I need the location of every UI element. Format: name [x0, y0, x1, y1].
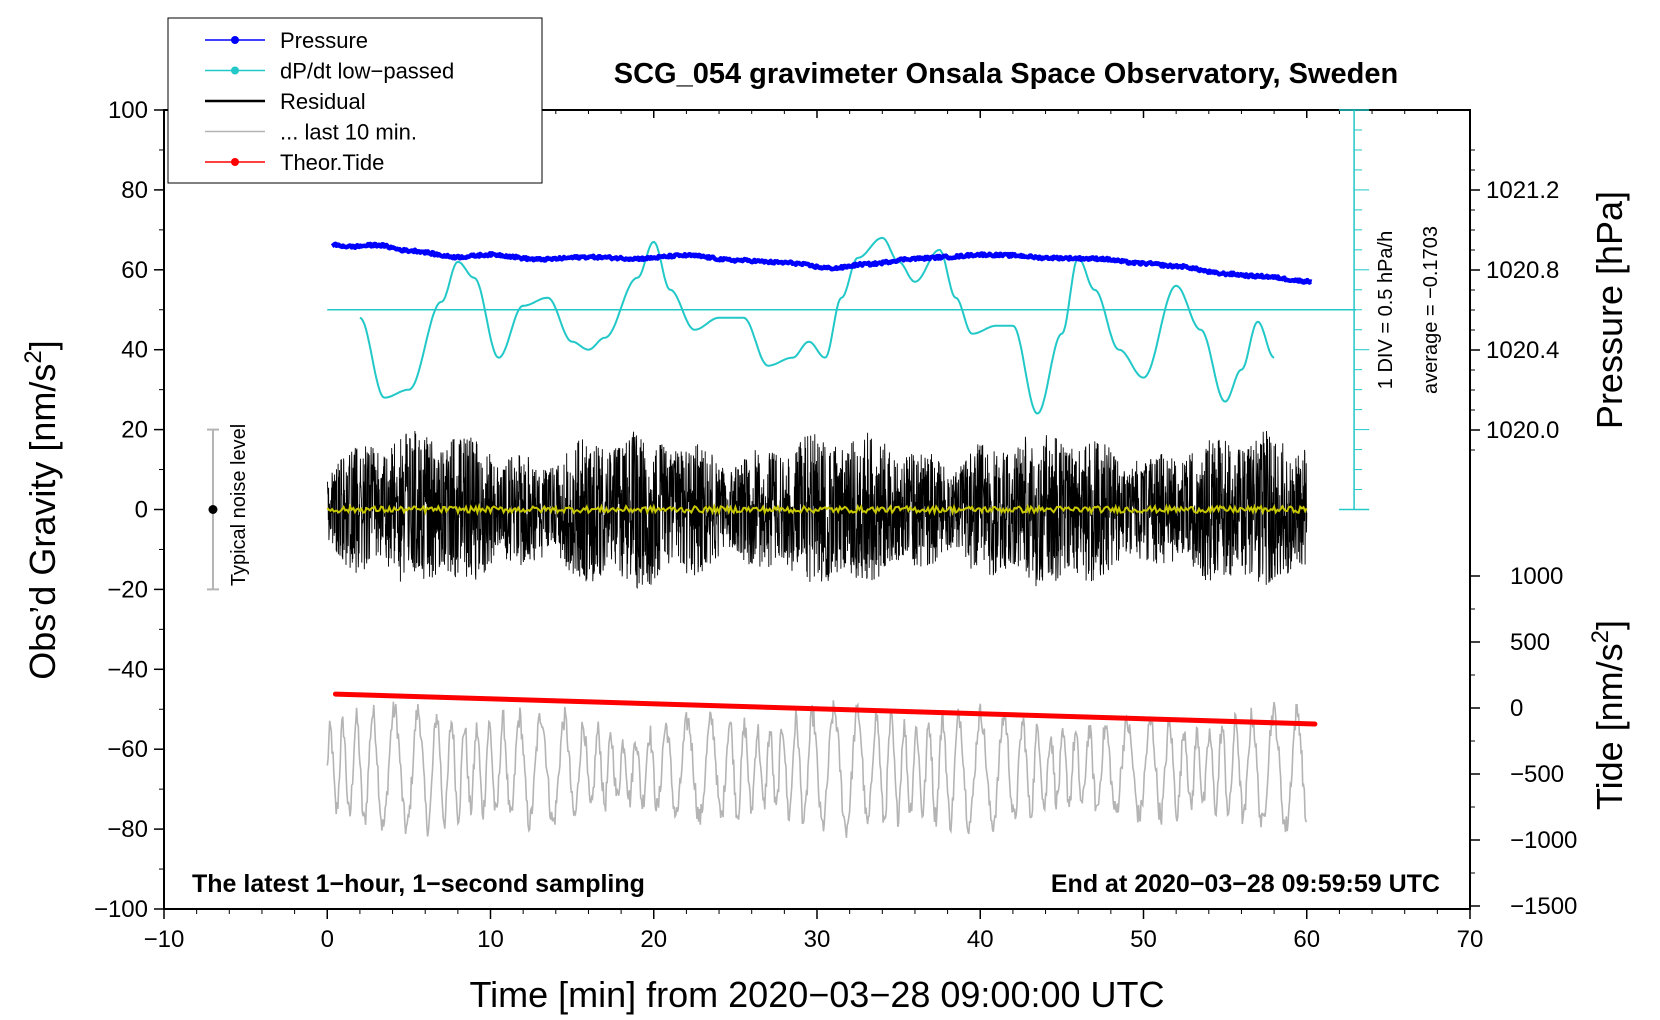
series-residual-mean — [326, 502, 1308, 517]
annotation-noise-level: Typical noise level — [228, 424, 250, 586]
series-pressure — [330, 241, 1313, 285]
y-axis-label-gravity: Obs’d Gravity [nm/s2] — [20, 340, 63, 679]
y-axis-tide: 1000 500 0 −500 −1000 −1500 — [1470, 563, 1577, 920]
y-tick-label: −100 — [94, 896, 148, 923]
y-tick-label: −40 — [107, 656, 148, 683]
y-tick-label: 40 — [121, 337, 148, 364]
y-tick-label: −20 — [107, 576, 148, 603]
annotation-end-time: End at 2020−03−28 09:59:59 UTC — [1051, 870, 1440, 898]
x-tick-label: 30 — [804, 926, 831, 953]
noise-bar-dot — [208, 505, 218, 514]
x-tick-label: 50 — [1130, 926, 1157, 953]
tide-tick-label: −1500 — [1510, 893, 1577, 920]
x-axis: −10 0 10 20 30 40 50 60 70 — [144, 110, 1484, 953]
y-axis-pressure: 1021.2 1020.8 1020.4 1020.0 — [1470, 149, 1559, 451]
chart-series — [326, 236, 1318, 838]
x-tick-label: 20 — [640, 926, 667, 953]
y-axis-label-tide-end: ] — [1589, 620, 1630, 630]
y-tick-label: 60 — [121, 257, 148, 284]
y-tick-label: 0 — [135, 497, 148, 524]
dpdt-scale-bar — [327, 109, 1370, 511]
y-axis-label-tide: Tide [nm/s2] — [1587, 620, 1630, 810]
x-tick-label: 40 — [967, 926, 994, 953]
series-theoretical-tide — [332, 691, 1318, 727]
x-tick-label: 0 — [321, 926, 334, 953]
chart-title: SCG_054 gravimeter Onsala Space Observat… — [614, 58, 1398, 90]
x-tick-label: 70 — [1457, 926, 1484, 953]
pressure-tick-label: 1020.0 — [1486, 417, 1559, 444]
noise-level-bar — [206, 428, 219, 591]
legend-marker — [231, 158, 239, 166]
x-tick-label: 10 — [477, 926, 504, 953]
y-tick-label: −60 — [107, 736, 148, 763]
legend: Pressure dP/dt low−passed Residual ... last… — [167, 17, 543, 184]
annotation-dpdt-scale: 1 DIV = 0.5 hPa/h — [1375, 231, 1397, 389]
y-tick-label: 80 — [121, 177, 148, 204]
legend-label: dP/dt low−passed — [280, 59, 454, 84]
y-axis-label-pressure: Pressure [hPa] — [1589, 191, 1630, 429]
annotation-sampling: The latest 1−hour, 1−second sampling — [192, 870, 645, 898]
legend-label: ... last 10 min. — [280, 120, 417, 145]
tide-tick-label: 1000 — [1510, 563, 1563, 590]
x-tick-label: 60 — [1293, 926, 1320, 953]
legend-label: Theor.Tide — [280, 150, 384, 175]
legend-marker — [231, 66, 239, 75]
annotation-dpdt-average: average = −0.1703 — [1420, 226, 1442, 394]
pressure-tick-label: 1021.2 — [1486, 177, 1559, 204]
legend-marker — [231, 36, 239, 44]
legend-label: Pressure — [280, 28, 368, 53]
series-last-10-min — [326, 700, 1307, 838]
x-axis-label: Time [min] from 2020−03−28 09:00:00 UTC — [469, 974, 1164, 1015]
y-tick-label: 100 — [108, 97, 148, 124]
tide-tick-label: 0 — [1510, 695, 1523, 722]
y-axis-label-gravity-sup: 2 — [20, 350, 47, 363]
y-tick-label: −80 — [107, 816, 148, 843]
x-tick-label: −10 — [144, 926, 185, 953]
y-tick-label: 20 — [121, 417, 148, 444]
y-axis-label-tide-sup: 2 — [1587, 630, 1614, 643]
pressure-tick-label: 1020.4 — [1486, 337, 1559, 364]
y-axis-label-gravity-text: Obs’d Gravity [nm/s — [22, 364, 63, 680]
tide-tick-label: −1000 — [1510, 827, 1577, 854]
legend-entries: Pressure dP/dt low−passed Residual ... last… — [205, 28, 454, 175]
series-dpdt-low-passed — [359, 236, 1275, 415]
tide-tick-label: −500 — [1510, 761, 1564, 788]
series-residual — [326, 430, 1308, 590]
y-axis-label-tide-text: Tide [nm/s — [1589, 643, 1630, 810]
legend-label: Residual — [280, 89, 366, 114]
y-axis-gravity: 100 80 60 40 20 0 −20 −40 −60 −80 −100 — [94, 97, 164, 923]
y-axis-label-gravity-end: ] — [22, 340, 63, 350]
pressure-tick-label: 1020.8 — [1486, 257, 1559, 284]
tide-tick-label: 500 — [1510, 629, 1550, 656]
